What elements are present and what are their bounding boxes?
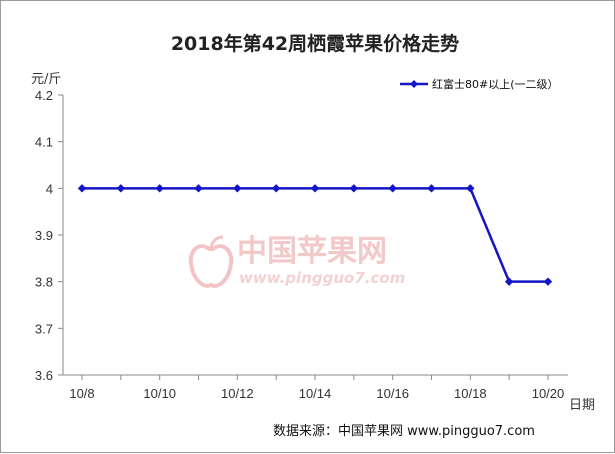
data-point — [504, 277, 514, 286]
data-point — [116, 184, 126, 193]
x-tick-label: 10/12 — [221, 386, 254, 401]
x-tick-label: 10/8 — [69, 386, 94, 401]
data-point — [427, 184, 436, 193]
data-point — [466, 184, 475, 193]
watermark-url: www.pingguo7.com — [239, 269, 405, 287]
data-point — [155, 184, 164, 193]
data-point — [310, 184, 320, 193]
y-axis-label: 元/斤 — [31, 72, 61, 87]
y-tick-label: 4.2 — [35, 88, 53, 103]
apple-icon — [188, 235, 234, 288]
x-tick-label: 10/18 — [454, 386, 487, 401]
x-tick-label: 10/14 — [299, 386, 332, 401]
x-ticks: 10/8 10/10 10/12 10/14 10/16 10/18 10/20 — [69, 375, 564, 401]
data-source: 数据来源：中国苹果网 www.pingguo7.com — [273, 424, 535, 439]
y-tick-label: 3.7 — [35, 321, 53, 336]
x-tick-label: 10/20 — [532, 386, 565, 401]
y-tick-label: 4 — [46, 181, 53, 196]
y-tick-label: 3.8 — [35, 275, 53, 290]
watermark: 中国苹果网 www.pingguo7.com — [188, 234, 405, 288]
watermark-name: 中国苹果网 — [237, 234, 387, 269]
data-point — [233, 184, 242, 193]
data-point — [388, 184, 397, 193]
y-tick-label: 3.9 — [35, 228, 53, 243]
data-point — [77, 184, 87, 193]
series-layer — [77, 184, 553, 286]
y-tick-label: 4.1 — [35, 135, 53, 150]
y-ticks: 3.6 3.7 3.8 3.9 4 4.1 4.2 — [35, 88, 63, 383]
data-point — [271, 184, 281, 193]
x-tick-label: 10/16 — [376, 386, 409, 401]
y-tick-label: 3.6 — [35, 368, 53, 383]
legend-marker — [410, 80, 418, 88]
chart-title: 2018年第42周栖霞苹果价格走势 — [171, 32, 459, 55]
legend-label: 红富士80#以上(一二级） — [432, 77, 559, 91]
data-point — [349, 184, 359, 193]
legend: 红富士80#以上(一二级） — [400, 77, 559, 91]
x-tick-label: 10/10 — [143, 386, 176, 401]
data-point — [543, 277, 553, 286]
x-axis-label: 日期 — [569, 398, 595, 413]
data-point — [194, 184, 203, 193]
